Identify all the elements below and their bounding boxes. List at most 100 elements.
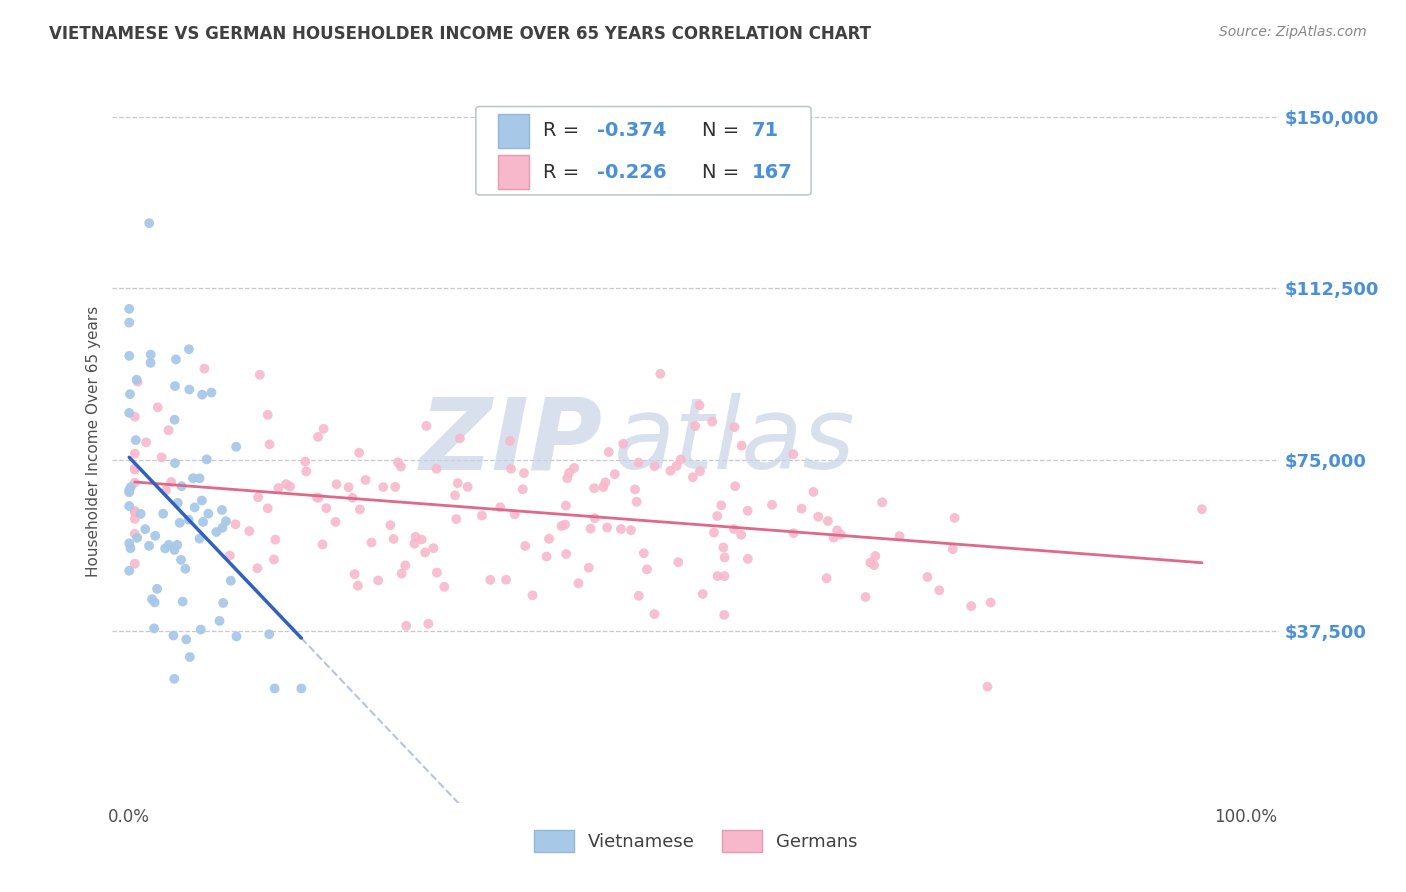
- Point: [562, 461, 585, 475]
- Point: [665, 458, 688, 473]
- Point: [567, 576, 589, 591]
- Point: [449, 431, 471, 445]
- Point: [692, 587, 714, 601]
- Point: [247, 491, 270, 505]
- Point: [360, 535, 382, 549]
- Point: [215, 514, 238, 528]
- Point: [592, 480, 614, 494]
- Point: [593, 475, 616, 490]
- Point: [256, 408, 278, 422]
- Point: [183, 500, 205, 515]
- Point: [141, 592, 163, 607]
- Point: [118, 485, 141, 500]
- Point: [730, 528, 752, 542]
- Point: [349, 502, 371, 516]
- Point: [152, 507, 174, 521]
- Point: [290, 681, 312, 696]
- Point: [308, 491, 330, 505]
- Point: [373, 480, 395, 494]
- Point: [823, 531, 845, 545]
- Point: [917, 570, 939, 584]
- Point: [706, 569, 728, 583]
- Point: [682, 470, 704, 484]
- Text: 71: 71: [751, 121, 779, 140]
- Point: [211, 503, 233, 517]
- Point: [118, 536, 141, 550]
- Point: [870, 495, 893, 509]
- Point: [118, 564, 141, 578]
- Point: [633, 546, 655, 560]
- Point: [325, 515, 347, 529]
- Point: [197, 507, 219, 521]
- Point: [367, 574, 389, 588]
- Point: [659, 464, 682, 478]
- Text: N =: N =: [702, 163, 745, 182]
- Point: [170, 553, 193, 567]
- Point: [246, 561, 269, 575]
- Point: [337, 480, 360, 494]
- Point: [737, 504, 759, 518]
- Text: R =: R =: [543, 163, 586, 182]
- Point: [163, 543, 186, 558]
- Point: [118, 499, 141, 513]
- Point: [865, 549, 887, 563]
- Point: [499, 461, 522, 475]
- Point: [307, 430, 329, 444]
- Point: [124, 526, 146, 541]
- Point: [489, 500, 512, 515]
- Point: [212, 596, 235, 610]
- Point: [208, 614, 231, 628]
- Point: [624, 483, 647, 497]
- Point: [354, 473, 377, 487]
- Point: [118, 301, 141, 316]
- Point: [169, 516, 191, 530]
- Point: [120, 541, 142, 556]
- Point: [163, 672, 186, 686]
- Point: [347, 579, 370, 593]
- Point: [817, 514, 839, 528]
- Point: [643, 607, 665, 621]
- Point: [447, 476, 470, 491]
- Point: [391, 566, 413, 581]
- Point: [515, 539, 537, 553]
- Point: [305, 491, 328, 505]
- Point: [405, 530, 427, 544]
- Point: [166, 496, 188, 510]
- Y-axis label: Householder Income Over 65 years: Householder Income Over 65 years: [86, 306, 101, 577]
- Point: [311, 537, 333, 551]
- Point: [276, 477, 298, 491]
- Point: [522, 588, 544, 602]
- Point: [191, 515, 214, 529]
- Point: [928, 583, 950, 598]
- Point: [596, 520, 619, 534]
- Point: [761, 498, 783, 512]
- Point: [536, 549, 558, 564]
- Point: [259, 437, 281, 451]
- Point: [172, 594, 194, 608]
- Point: [181, 471, 204, 485]
- Point: [124, 463, 146, 477]
- Point: [444, 488, 467, 502]
- Point: [177, 342, 200, 356]
- Point: [620, 523, 643, 537]
- Text: 167: 167: [751, 163, 792, 182]
- Point: [479, 573, 502, 587]
- Point: [610, 522, 633, 536]
- Point: [135, 435, 157, 450]
- Point: [711, 541, 734, 555]
- Point: [124, 512, 146, 526]
- Point: [415, 418, 437, 433]
- Point: [825, 524, 848, 538]
- Point: [382, 532, 405, 546]
- Point: [598, 445, 620, 459]
- Point: [942, 542, 965, 557]
- Point: [146, 582, 169, 596]
- Point: [889, 529, 911, 543]
- Point: [256, 501, 278, 516]
- Point: [730, 439, 752, 453]
- Point: [426, 566, 449, 580]
- Point: [312, 422, 335, 436]
- Point: [188, 471, 211, 485]
- Text: ZIP: ZIP: [419, 393, 603, 490]
- Point: [120, 480, 142, 494]
